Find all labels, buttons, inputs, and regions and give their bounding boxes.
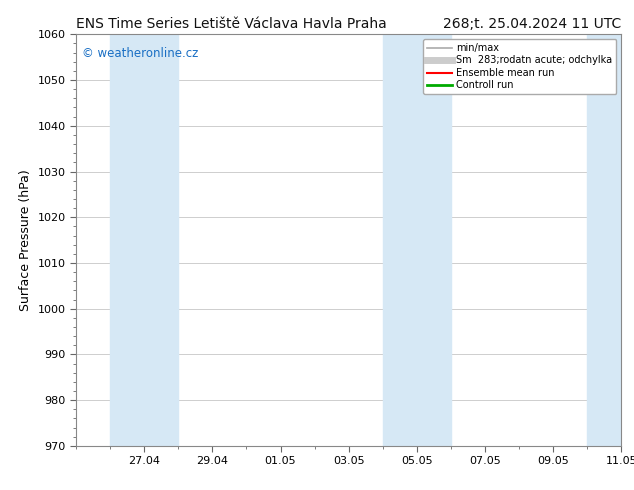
Text: © weatheronline.cz: © weatheronline.cz bbox=[82, 47, 198, 60]
Bar bbox=[383, 34, 451, 446]
Bar bbox=[110, 34, 178, 446]
Text: ENS Time Series Letiště Václava Havla Praha: ENS Time Series Letiště Václava Havla Pr… bbox=[76, 17, 387, 31]
Legend: min/max, Sm  283;rodatn acute; odchylka, Ensemble mean run, Controll run: min/max, Sm 283;rodatn acute; odchylka, … bbox=[424, 39, 616, 94]
Text: 268;t. 25.04.2024 11 UTC: 268;t. 25.04.2024 11 UTC bbox=[443, 17, 621, 31]
Bar bbox=[587, 34, 634, 446]
Title: ENS Time Series Letiště Václava Havla Praha          268;t. 25.04.2024 11 UTC: ENS Time Series Letiště Václava Havla Pr… bbox=[0, 489, 1, 490]
Y-axis label: Surface Pressure (hPa): Surface Pressure (hPa) bbox=[19, 169, 32, 311]
